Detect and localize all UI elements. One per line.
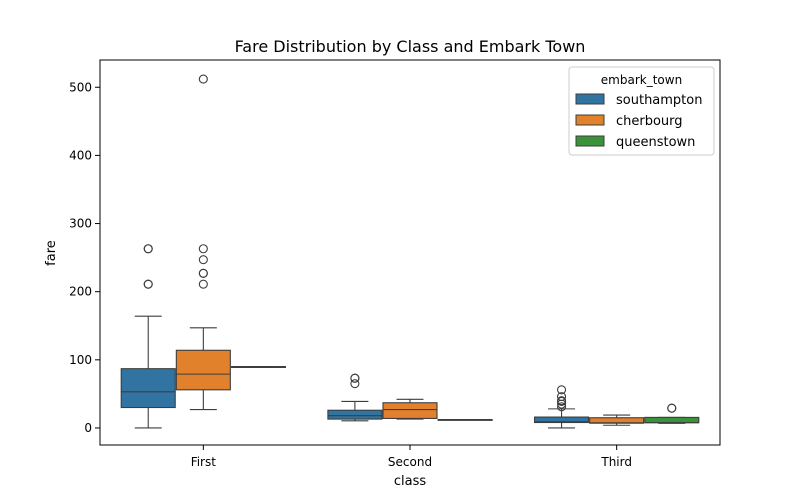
outlier-point (557, 402, 567, 412)
box (327, 409, 383, 420)
y-tick-label: 500 (69, 80, 92, 94)
box-group-southampton-third (534, 385, 590, 429)
box-group-queenstown-third (644, 403, 700, 424)
legend-swatch-southampton (575, 93, 605, 105)
y-tick-label: 200 (69, 285, 92, 299)
y-tick-label: 0 (84, 421, 92, 435)
outlier-point (198, 268, 208, 278)
y-tick-label: 300 (69, 217, 92, 231)
outlier-point (198, 279, 208, 289)
outlier-point (667, 403, 677, 413)
box-group-southampton-first (120, 244, 176, 429)
x-axis-label: class (394, 474, 426, 489)
legend: embark_town southampton cherbourg queenstow… (568, 66, 715, 156)
box-group-queenstown-second (437, 418, 493, 421)
legend-label-queenstown: queenstown (616, 135, 695, 150)
box-group-southampton-second (327, 373, 383, 422)
box (382, 402, 438, 419)
box-group-cherbourg-third (589, 414, 645, 426)
outlier-point (143, 244, 153, 254)
x-tick-label: First (191, 455, 217, 469)
box-group-cherbourg-second (382, 398, 438, 420)
legend-label-cherbourg: cherbourg (616, 114, 683, 129)
outlier-point (198, 255, 208, 265)
legend-frame (568, 66, 715, 156)
legend-swatch-cherbourg (575, 114, 605, 126)
chart-title: Fare Distribution by Class and Embark To… (235, 37, 586, 56)
box-group-cherbourg-first (175, 74, 231, 411)
box-group-queenstown-first (230, 366, 286, 368)
y-axis-label: fare (44, 240, 59, 266)
outlier-point (557, 396, 567, 406)
box (175, 349, 231, 391)
legend-label-southampton: southampton (616, 93, 702, 108)
box (534, 416, 590, 424)
y-tick-label: 400 (69, 148, 92, 162)
legend-title: embark_town (601, 73, 682, 87)
outlier-point (198, 74, 208, 84)
outlier-point (557, 392, 567, 402)
legend-swatch-queenstown (575, 135, 605, 147)
axes: 0 100 200 300 400 500 First Second Third (69, 59, 721, 469)
y-tick-label: 100 (69, 353, 92, 367)
box (644, 416, 700, 424)
outlier-point (557, 385, 567, 395)
outlier-point (350, 373, 360, 383)
box (120, 368, 176, 409)
outlier-point (198, 244, 208, 254)
outlier-point (350, 379, 360, 389)
plot-area (120, 74, 700, 429)
outlier-point (143, 279, 153, 289)
x-tick-label: Third (600, 455, 632, 469)
x-tick-label: Second (388, 455, 432, 469)
